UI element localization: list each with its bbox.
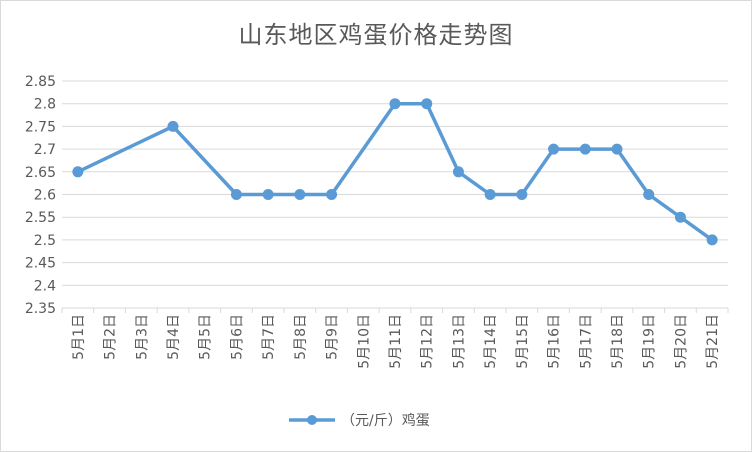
y-tick-label: 2.65 xyxy=(25,165,56,181)
y-tick-label: 2.7 xyxy=(34,142,56,158)
x-tick-label: 5月17日 xyxy=(578,314,594,369)
x-tick-label: 5月16日 xyxy=(547,314,563,369)
data-point xyxy=(294,189,306,200)
data-point xyxy=(548,143,560,155)
x-tick-label: 5月10日 xyxy=(356,314,372,369)
data-point xyxy=(674,211,686,223)
x-axis-ticks: 5月1日 5月2日 5月3日 5月4日 5月5日 5月6日 5月7日 5月8日 5月9日 5月10… xyxy=(61,308,729,369)
x-tick-label: 5月4日 xyxy=(166,314,182,360)
x-tick-label: 5月12日 xyxy=(420,314,436,369)
x-tick-label: 5月6日 xyxy=(229,314,245,360)
x-tick-label: 5月1日 xyxy=(71,314,87,360)
y-tick-label: 2.6 xyxy=(34,188,56,204)
x-tick-label: 5月8日 xyxy=(293,314,309,360)
data-point xyxy=(389,98,401,110)
y-tick-label: 2.5 xyxy=(34,233,56,249)
x-tick-label: 5月14日 xyxy=(483,314,499,369)
y-tick-label: 2.35 xyxy=(25,301,56,317)
data-point xyxy=(484,189,496,200)
chart-title: 山东地区鸡蛋价格走势图 xyxy=(238,21,514,49)
x-tick-label: 5月21日 xyxy=(705,314,721,369)
data-point xyxy=(262,189,274,200)
x-tick-label: 5月19日 xyxy=(642,314,658,369)
data-point xyxy=(72,166,84,178)
data-point xyxy=(167,120,179,132)
y-tick-label: 2.55 xyxy=(25,210,56,226)
gridlines xyxy=(62,80,728,309)
data-point xyxy=(516,189,528,200)
y-tick-label: 2.75 xyxy=(25,119,56,135)
data-point xyxy=(706,234,718,246)
x-tick-label: 5月9日 xyxy=(325,314,341,360)
data-point xyxy=(643,189,655,200)
x-tick-label: 5月13日 xyxy=(451,314,467,369)
legend-swatch-marker xyxy=(307,415,317,425)
series-layer xyxy=(72,98,718,246)
data-point xyxy=(452,166,464,178)
data-point xyxy=(579,143,591,155)
legend: （元/斤）鸡蛋 xyxy=(289,412,430,429)
x-tick-label: 5月20日 xyxy=(673,314,689,369)
data-point xyxy=(230,189,242,200)
data-point xyxy=(421,98,433,110)
x-tick-label: 5月7日 xyxy=(261,314,277,360)
x-tick-label: 5月11日 xyxy=(388,314,404,369)
data-point xyxy=(611,143,623,155)
x-tick-label: 5月18日 xyxy=(610,314,626,369)
y-tick-label: 2.45 xyxy=(25,256,56,272)
y-tick-label: 2.8 xyxy=(34,97,56,113)
x-tick-label: 5月15日 xyxy=(515,314,531,369)
y-tick-label: 2.4 xyxy=(34,278,56,294)
data-point xyxy=(326,189,338,200)
y-axis-ticks: 2.35 2.4 2.45 2.5 2.55 2.6 2.65 2.7 2.75 2.8 2.85 xyxy=(25,74,56,317)
x-tick-label: 5月3日 xyxy=(134,314,150,360)
x-tick-label: 5月2日 xyxy=(103,314,119,360)
legend-label: （元/斤）鸡蛋 xyxy=(341,412,430,429)
x-tick-label: 5月5日 xyxy=(198,314,214,360)
y-tick-label: 2.85 xyxy=(25,74,56,90)
